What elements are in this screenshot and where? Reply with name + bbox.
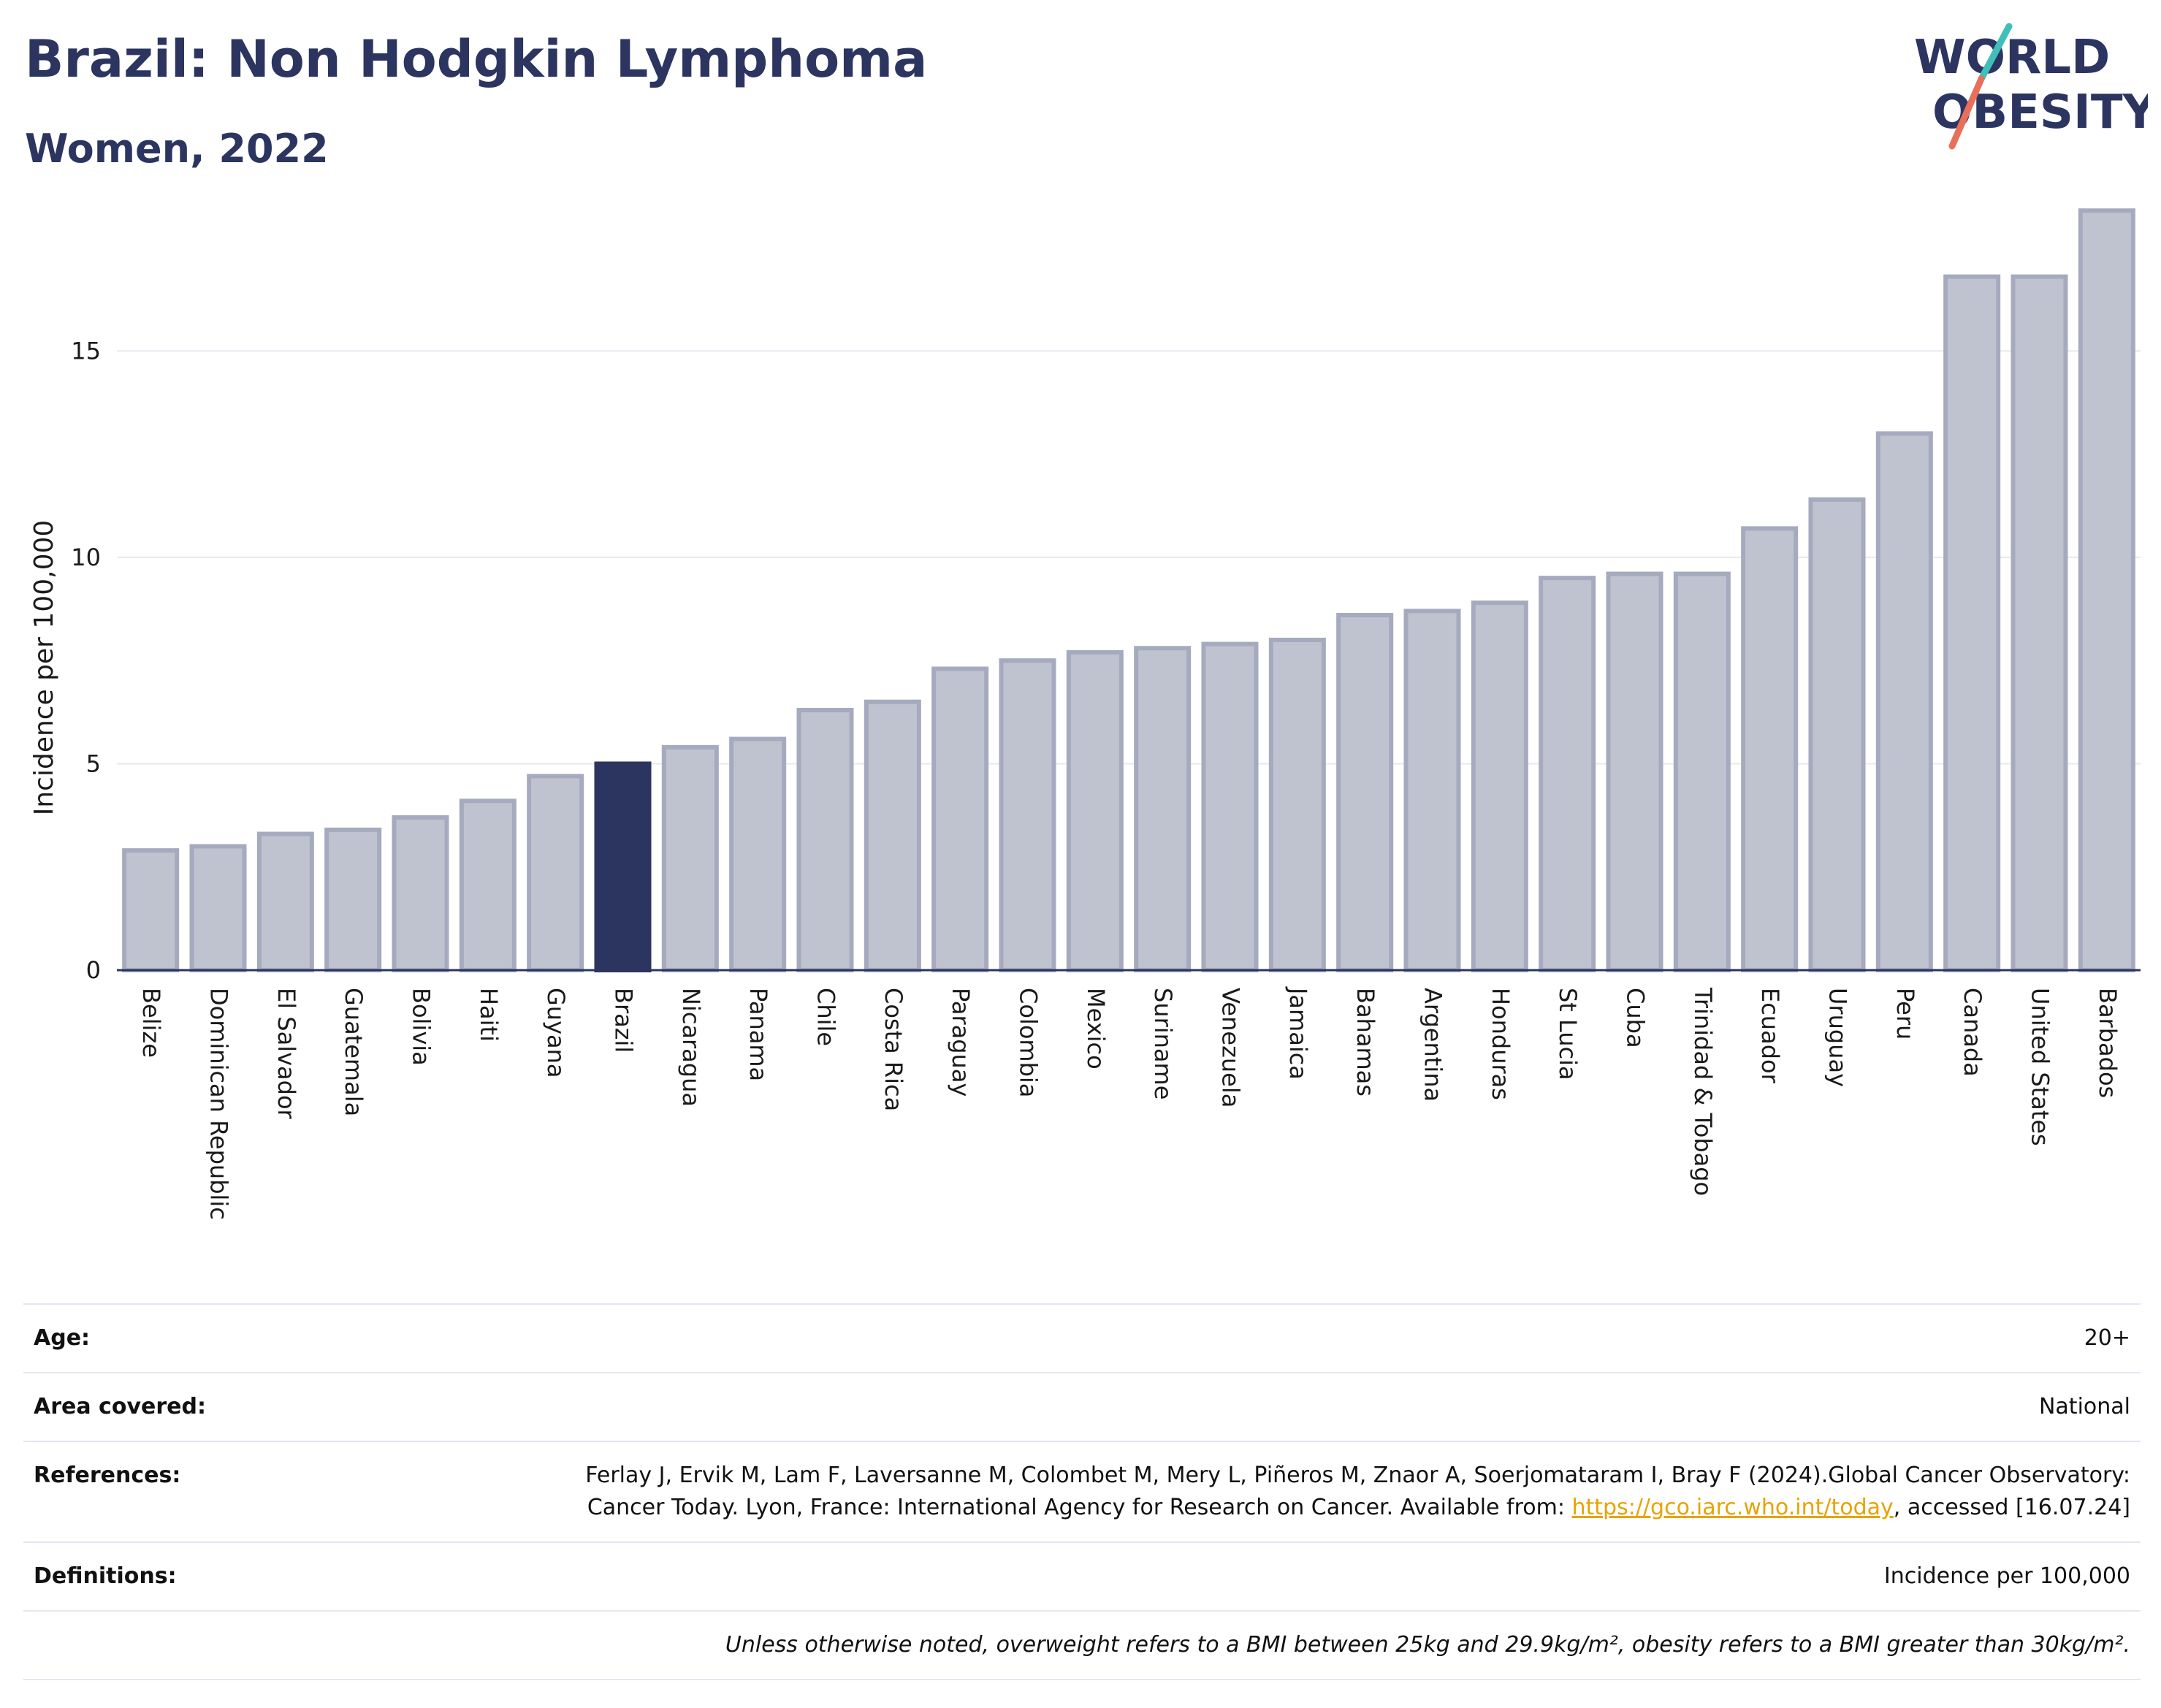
logo-text-world: WORLD [1914, 31, 2110, 85]
x-category-label: Bolivia [408, 988, 435, 1066]
bar [459, 798, 517, 973]
bar [864, 699, 921, 972]
bar [1201, 641, 1259, 972]
info-row-age: Age: 20+ [23, 1305, 2141, 1373]
bar [1403, 609, 1461, 973]
x-category-label: Paraguay [947, 988, 975, 1097]
bar-highlighted [594, 761, 652, 972]
x-category-label: St Lucia [1554, 988, 1582, 1080]
bar [661, 744, 719, 972]
x-category-label: Nicaragua [677, 988, 705, 1107]
y-tick-label: 5 [86, 750, 101, 777]
y-tick-label: 0 [86, 956, 101, 984]
bar [1539, 576, 1596, 972]
x-category-label: Guyana [542, 988, 570, 1078]
bar [2078, 208, 2135, 972]
area-label: Area covered: [34, 1394, 206, 1419]
bar [931, 666, 989, 972]
y-axis-label: Incidence per 100,000 [29, 520, 59, 816]
bar [1808, 497, 1866, 972]
x-category-label: United States [2027, 988, 2054, 1146]
x-category-label: Uruguay [1824, 988, 1852, 1087]
age-label: Age: [34, 1325, 91, 1351]
x-category-label: Mexico [1082, 988, 1110, 1070]
bmi-note: Unless otherwise noted, overweight refer… [725, 1632, 2130, 1658]
bar [527, 774, 584, 973]
x-category-label: Canada [1959, 988, 1986, 1077]
x-category-label: Brazil [610, 988, 638, 1053]
x-category-label: Cuba [1622, 988, 1650, 1048]
x-category-label: Jamaica [1284, 986, 1312, 1080]
bar [189, 844, 247, 972]
bar [1134, 646, 1192, 972]
bar [1471, 601, 1528, 972]
age-value: 20+ [2084, 1325, 2130, 1351]
x-category-label: Trinidad & Tobago [1689, 987, 1717, 1196]
bar [1336, 613, 1394, 972]
logo-slash-coral [1948, 75, 1985, 150]
bar [1943, 274, 2001, 972]
info-row-definitions: Definitions: Incidence per 100,000 [23, 1543, 2141, 1612]
chart-subtitle: Women, 2022 [25, 126, 329, 172]
definitions-value: Incidence per 100,000 [1883, 1563, 2130, 1589]
x-category-label: Bahamas [1352, 988, 1379, 1097]
references-tail: , accessed [16.07.24] [1893, 1495, 2130, 1520]
bar [2011, 274, 2068, 972]
references-label: References: [34, 1463, 181, 1488]
x-category-label: Argentina [1419, 988, 1447, 1102]
logo-slash-teal [1978, 23, 2013, 83]
x-category-label: Guatemala [340, 988, 367, 1116]
x-category-label: Dominican Republic [205, 988, 233, 1220]
bar [122, 848, 180, 972]
info-row-references: References: Ferlay J, Ervik M, Lam F, La… [23, 1442, 2141, 1543]
x-category-label: Colombia [1015, 988, 1043, 1097]
x-category-label: Peru [1891, 988, 1919, 1040]
area-value: National [2038, 1394, 2130, 1419]
references-text: Ferlay J, Ervik M, Lam F, Laversanne M, … [585, 1463, 2130, 1520]
axes: 0 5 10 15 Belize Dominican Republic El Salvado… [71, 337, 2141, 1220]
x-category-label: Barbados [2094, 988, 2122, 1098]
bar [796, 708, 854, 972]
bar [1606, 571, 1663, 972]
references-link[interactable]: https://gco.iarc.who.int/today [1571, 1495, 1894, 1520]
bar [392, 815, 449, 973]
bar [324, 827, 382, 973]
bar [1875, 431, 1933, 972]
info-row-area: Area covered: National [23, 1373, 2141, 1442]
x-category-label: Haiti [475, 988, 503, 1042]
x-category-label: Panama [744, 988, 772, 1081]
bar [1066, 649, 1124, 973]
bar [1673, 571, 1731, 972]
bar [1741, 526, 1799, 972]
info-table: Age: 20+ Area covered: National Referenc… [23, 1303, 2141, 1680]
bar [1268, 637, 1326, 973]
x-category-label: Ecuador [1756, 988, 1784, 1084]
bar [256, 831, 314, 972]
x-category-label: Honduras [1487, 988, 1514, 1100]
bar [999, 658, 1056, 972]
world-obesity-logo: WORLD OBESITY [1914, 23, 2148, 150]
x-category-label: El Salvador [272, 988, 300, 1120]
definitions-label: Definitions: [34, 1563, 177, 1589]
x-category-label: Belize [137, 988, 165, 1058]
y-tick-label: 10 [71, 544, 101, 571]
bars [122, 208, 2135, 973]
x-category-label: Costa Rica [880, 988, 907, 1111]
x-category-label: Venezuela [1217, 988, 1245, 1107]
bar-chart: 0 5 10 15 Belize Dominican Republic El Salvado… [29, 208, 2141, 1220]
bar [729, 736, 787, 972]
references-value: Ferlay J, Ervik M, Lam F, Laversanne M, … [560, 1460, 2130, 1524]
info-row-note: Unless otherwise noted, overweight refer… [23, 1612, 2141, 1680]
gridlines [117, 350, 2141, 765]
x-category-label: Suriname [1149, 988, 1177, 1099]
chart-title: Brazil: Non Hodgkin Lymphoma [25, 29, 928, 89]
x-category-label: Chile [812, 988, 840, 1046]
y-tick-label: 15 [71, 337, 101, 365]
